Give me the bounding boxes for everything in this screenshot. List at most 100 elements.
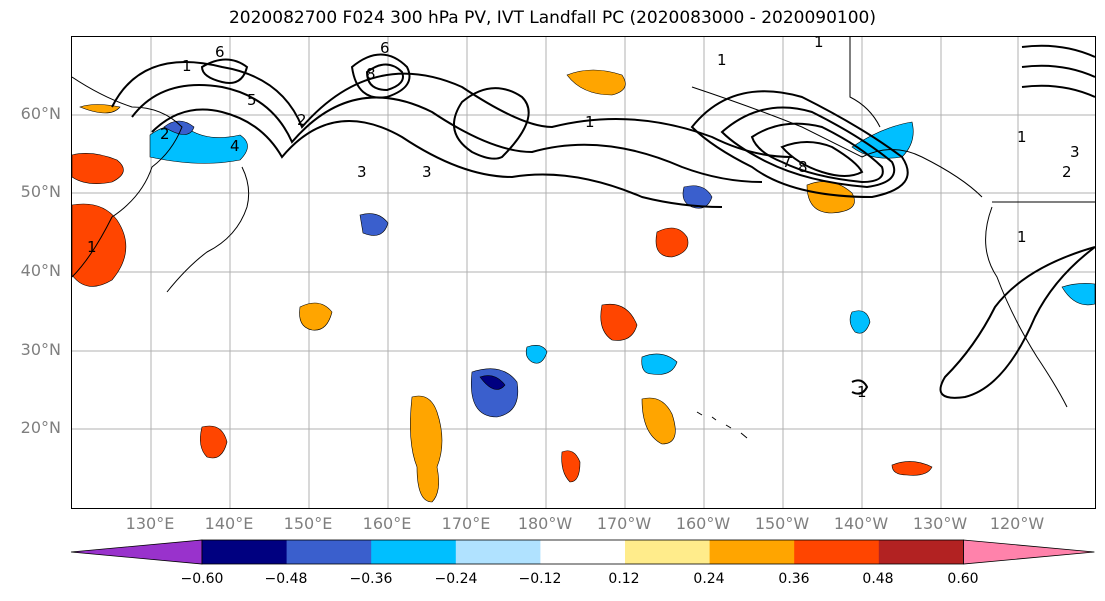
- contour-label: 1: [717, 51, 727, 69]
- colorbar-tick: 0.12: [608, 571, 640, 587]
- pv-contour: [200, 58, 249, 84]
- colorbar-segment: [202, 540, 288, 564]
- anomaly-blob: [200, 425, 228, 459]
- colorbar-extend-low: [70, 539, 203, 565]
- colorbar-segment: [286, 540, 372, 564]
- lon-label-140w: 140°W: [833, 514, 889, 533]
- lon-label-120w: 120°W: [989, 514, 1045, 533]
- pv-contour: [365, 63, 404, 92]
- pv-contour: [780, 141, 864, 177]
- colorbar-tick: −0.60: [180, 571, 224, 587]
- lon-label-180w: 180°W: [517, 514, 573, 533]
- contour-label: 1: [1017, 128, 1027, 146]
- anomaly-blob: [566, 69, 626, 96]
- contour-label: 3: [1070, 143, 1080, 161]
- contour-label: 3: [357, 163, 367, 181]
- contour-label: 1: [182, 57, 192, 75]
- colorbar-segment: [878, 540, 964, 564]
- coastlines: [72, 37, 1095, 439]
- colorbar-segment: [540, 540, 626, 564]
- lat-label-30n: 30°N: [20, 340, 61, 359]
- anomaly-blob: [359, 213, 389, 236]
- lat-label-20n: 20°N: [20, 418, 61, 437]
- colorbar-segment: [709, 540, 795, 564]
- contour-label: 8: [366, 65, 376, 83]
- anomaly-blob: [851, 121, 914, 159]
- colorbar-tick: −0.12: [518, 571, 562, 587]
- pv-contours: [111, 44, 1095, 399]
- colorbar-outline: [201, 539, 964, 565]
- anomaly-blob: [525, 345, 548, 364]
- contour-label: 6: [215, 43, 225, 61]
- lon-label-130e: 130°E: [125, 514, 175, 533]
- anomaly-blob: [72, 203, 127, 287]
- contour-label: 4: [230, 137, 240, 155]
- pv-contour: [720, 106, 896, 189]
- lat-label-40n: 40°N: [20, 261, 61, 280]
- pv-contour: [111, 61, 793, 158]
- colorbar-segment: [625, 540, 711, 564]
- pv-contour: [1021, 44, 1095, 98]
- lon-label-160e: 160°E: [362, 514, 412, 533]
- asia-coast: [72, 76, 183, 278]
- lon-label-130w: 130°W: [912, 514, 968, 533]
- lat-label-60n: 60°N: [20, 104, 61, 123]
- anomaly-blob: [163, 120, 195, 135]
- contour-label: 1: [87, 238, 97, 256]
- anomaly-blob: [641, 353, 678, 375]
- contour-label: 1: [585, 113, 595, 131]
- colorbar-extend-high: [963, 539, 1095, 565]
- shaded-anomalies: [72, 69, 1095, 503]
- border-alaska: [849, 37, 881, 128]
- map-title: 2020082700 F024 300 hPa PV, IVT Landfall…: [228, 8, 876, 28]
- na-west-coast: [985, 206, 1068, 408]
- colorbar-segment: [455, 540, 541, 564]
- colorbar-tick: 0.24: [693, 571, 725, 587]
- anomaly-blob: [79, 104, 121, 114]
- anomaly-blob: [561, 450, 581, 483]
- anomaly-blob: [655, 227, 689, 258]
- colorbar-tick: 0.60: [947, 571, 979, 587]
- pv-contour: [690, 90, 909, 199]
- contour-label: 8: [798, 158, 808, 176]
- contour-label: 2: [1062, 163, 1072, 181]
- anomaly-blob: [410, 395, 443, 503]
- contour-label: 7: [782, 153, 792, 171]
- contour-label: 1: [1017, 228, 1027, 246]
- pv-contour: [750, 122, 884, 184]
- colorbar-tick: −0.48: [264, 571, 308, 587]
- anomaly-blob: [479, 375, 506, 390]
- contour-label: 5: [247, 91, 257, 109]
- colorbar-tick: 0.36: [778, 571, 810, 587]
- contour-label: 6: [380, 39, 390, 57]
- lon-label-170e: 170°E: [441, 514, 491, 533]
- pv-contour: [151, 108, 723, 208]
- pv-contour: [851, 379, 869, 395]
- anomaly-blob: [641, 397, 676, 445]
- anomaly-blob: [891, 461, 933, 476]
- lat-label-50n: 50°N: [20, 182, 61, 201]
- pv-contour: [350, 53, 411, 99]
- hawaii-islands: [696, 411, 748, 439]
- colorbar-tick: 0.48: [862, 571, 894, 587]
- anomaly-blob: [600, 303, 638, 341]
- lon-label-150w: 150°W: [754, 514, 810, 533]
- pv-contour: [939, 246, 1095, 399]
- anomaly-blob: [1061, 283, 1095, 306]
- lon-label-160w: 160°W: [675, 514, 731, 533]
- colorbar-segment: [371, 540, 457, 564]
- anomaly-blob: [299, 302, 333, 331]
- graticule: [72, 37, 1095, 508]
- colorbar-segments: [70, 539, 1095, 565]
- contour-label: 1: [857, 383, 867, 401]
- map-canvas: 6 1 5 6 8 2 3 4 3 2 1 1 1 7 8 1 1 3 2 1 …: [72, 37, 1095, 508]
- contour-label: 3: [422, 163, 432, 181]
- colorbar-tick: −0.36: [349, 571, 393, 587]
- pv-contour: [131, 84, 763, 183]
- contour-label: 2: [297, 111, 307, 129]
- lon-label-150e: 150°E: [283, 514, 333, 533]
- lon-label-170w: 170°W: [596, 514, 652, 533]
- pv-contour: [453, 87, 530, 160]
- japan-coast: [166, 166, 250, 293]
- colorbar-segment: [794, 540, 880, 564]
